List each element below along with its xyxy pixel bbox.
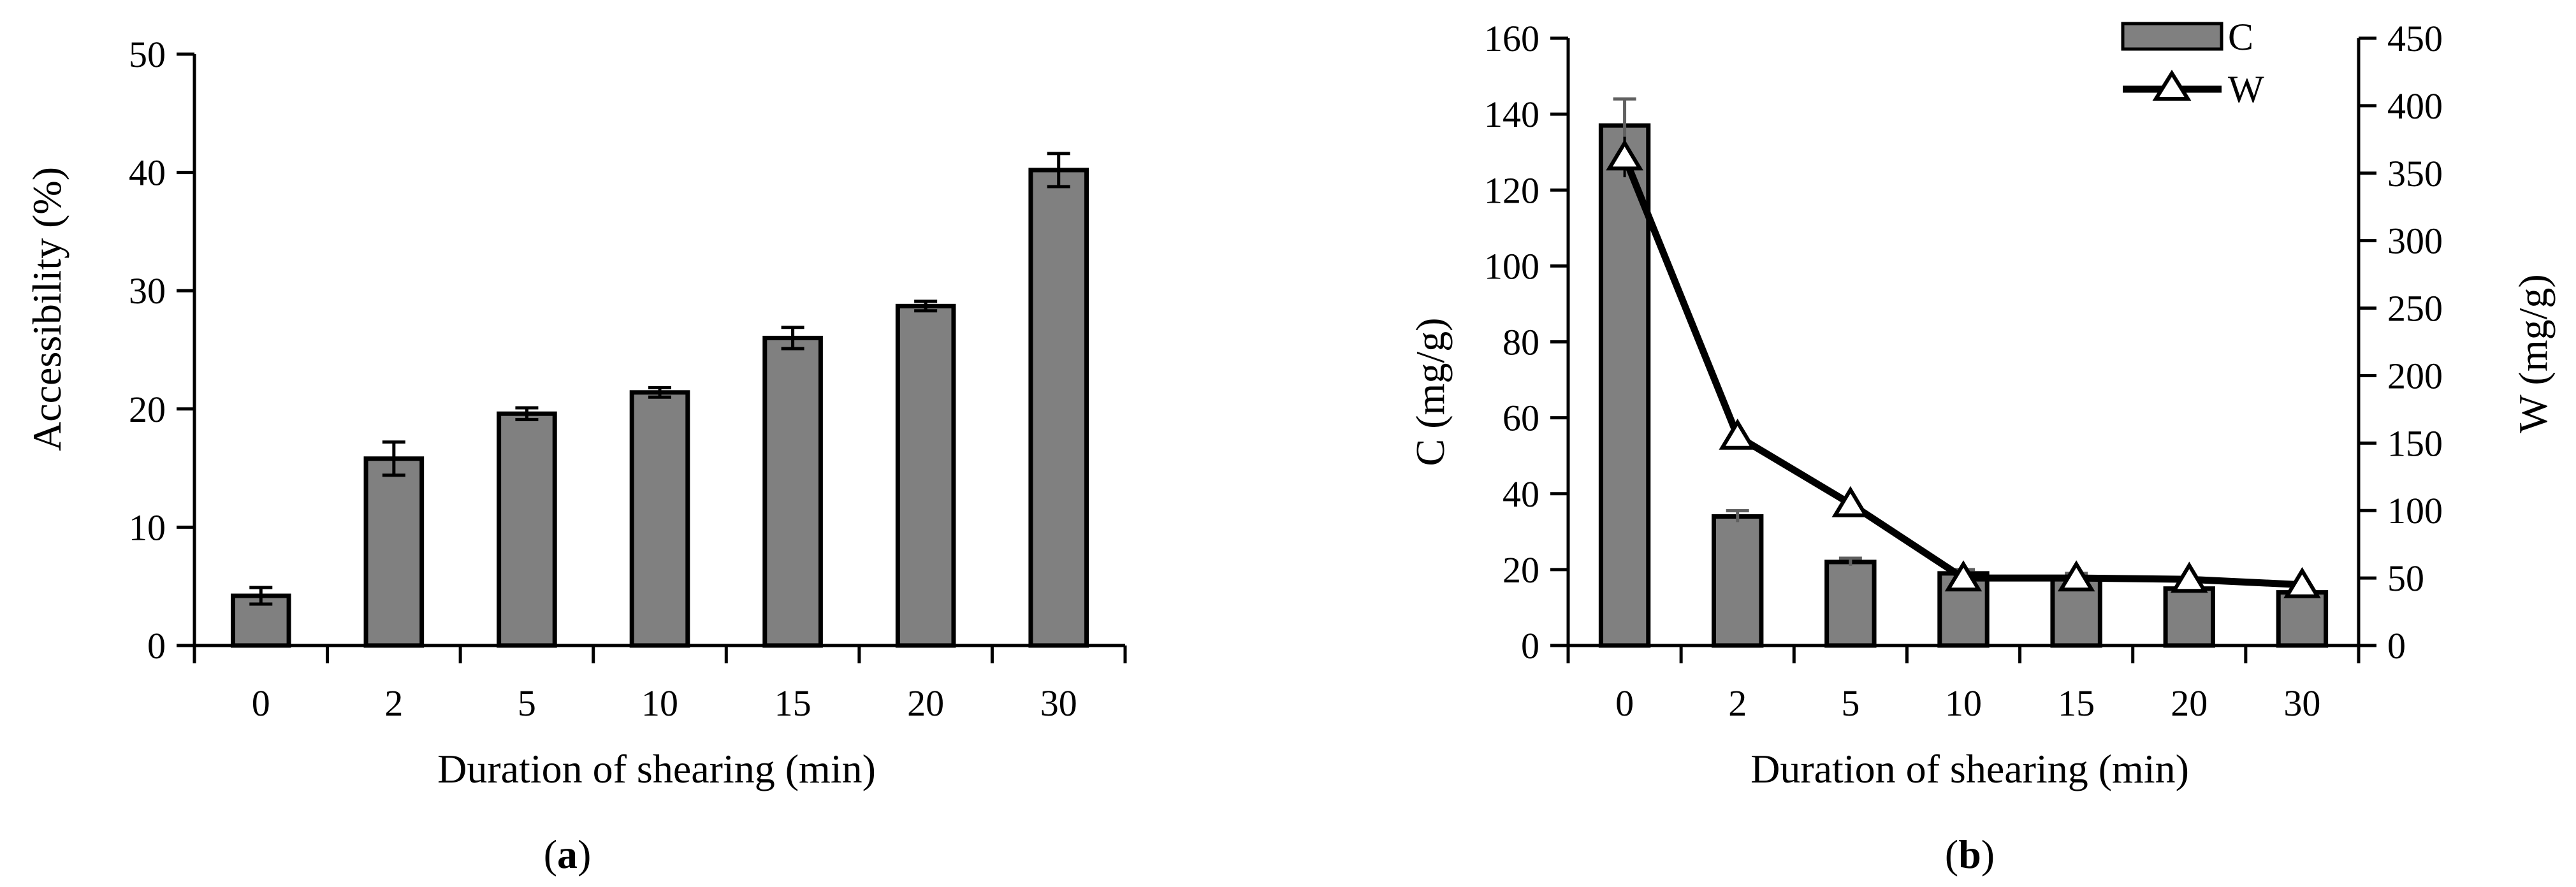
legend-label-w: W — [2228, 68, 2264, 110]
legend-label-c: C — [2228, 16, 2253, 58]
x-tick-label: 20 — [2171, 682, 2208, 724]
x-tick-label: 2 — [1728, 682, 1747, 724]
y-tick-label: 120 — [1484, 169, 1539, 211]
y2-tick-label: 450 — [2387, 18, 2443, 59]
y2-tick-label: 350 — [2387, 153, 2443, 194]
y-tick-label: 10 — [129, 507, 166, 548]
y2-tick-label: 0 — [2387, 625, 2406, 667]
x-tick-label: 10 — [1945, 682, 1982, 724]
chart-panel-b: 0 2 5 10 15 20 30 0 20 40 60 80 100 120 140 160 0 50 100… — [1408, 16, 2556, 877]
chart-a-x-tick-labels: 0 2 5 10 15 20 30 — [252, 682, 1077, 724]
chart-a-y-axis-title: Accessibility (%) — [24, 167, 69, 451]
y-tick-label: 40 — [1503, 473, 1539, 515]
x-tick-label: 5 — [1841, 682, 1859, 724]
y2-tick-label: 300 — [2387, 220, 2443, 262]
bar — [1028, 168, 1089, 648]
panel-a-label: (a) — [544, 832, 592, 877]
y2-tick-label: 100 — [2387, 490, 2443, 531]
y-tick-label: 50 — [129, 34, 166, 75]
chart-panel-a: 0 2 5 10 15 20 30 0 10 20 30 40 50 Accessibility (%… — [24, 34, 1127, 877]
chart-b-y2-axis-title: W (mg/g) — [2510, 274, 2556, 433]
chart-b-bars — [1598, 123, 2329, 648]
chart-b-legend: C W — [2121, 16, 2264, 110]
marker-w — [1944, 560, 1983, 592]
y-tick-label: 80 — [1503, 322, 1539, 363]
bar — [497, 411, 557, 648]
x-tick-label: 15 — [775, 682, 811, 724]
x-tick-label: 15 — [2058, 682, 2095, 724]
marker-w — [1719, 418, 1757, 450]
y-tick-label: 30 — [129, 270, 166, 312]
bar — [363, 456, 425, 648]
marker-w — [2283, 566, 2321, 598]
bar — [629, 390, 690, 648]
y-tick-label: 160 — [1484, 18, 1539, 59]
chart-b-y-tick-labels: 0 20 40 60 80 100 120 140 160 — [1484, 18, 1539, 667]
bar — [895, 303, 956, 648]
bar — [2276, 590, 2329, 648]
x-tick-label: 2 — [384, 682, 403, 724]
bar — [1712, 514, 1764, 648]
x-tick-label: 0 — [1615, 682, 1634, 724]
x-tick-label: 10 — [641, 682, 678, 724]
y2-tick-label: 200 — [2387, 355, 2443, 396]
y-tick-label: 0 — [147, 625, 166, 667]
y-tick-label: 20 — [1503, 549, 1539, 591]
marker-w — [2170, 561, 2208, 593]
marker-w — [1831, 486, 1870, 517]
bar — [2163, 586, 2215, 648]
panel-b-label: (b) — [1945, 832, 1995, 877]
y-tick-label: 0 — [1521, 625, 1539, 667]
y2-tick-label: 50 — [2387, 558, 2424, 599]
y-tick-label: 40 — [129, 152, 166, 194]
chart-a-y-tick-labels: 0 10 20 30 40 50 — [129, 34, 166, 667]
bar — [230, 593, 291, 648]
marker-w — [2057, 560, 2095, 592]
chart-b-y2-tick-labels: 0 50 100 150 200 250 300 350 400 450 — [2387, 18, 2443, 667]
marker-w — [1606, 139, 1643, 171]
y2-tick-label: 250 — [2387, 288, 2443, 329]
bar — [1824, 559, 1877, 648]
chart-b-y-axis-title: C (mg/g) — [1408, 318, 1453, 466]
y2-tick-label: 400 — [2387, 85, 2443, 127]
chart-a-x-axis-title: Duration of shearing (min) — [437, 746, 876, 791]
x-tick-label: 30 — [1040, 682, 1077, 724]
bar — [1598, 123, 1651, 648]
y-tick-label: 20 — [129, 389, 166, 430]
chart-a-error-bars — [249, 152, 1070, 606]
x-tick-label: 0 — [252, 682, 270, 724]
y2-tick-label: 150 — [2387, 422, 2443, 464]
chart-a-axes — [177, 52, 1127, 663]
chart-b-x-tick-labels: 0 2 5 10 15 20 30 — [1615, 682, 2320, 724]
chart-a-bars — [230, 168, 1089, 648]
chart-b-x-axis-title: Duration of shearing (min) — [1750, 746, 2189, 791]
bar — [762, 335, 823, 648]
x-tick-label: 5 — [518, 682, 536, 724]
y-tick-label: 100 — [1484, 245, 1539, 287]
chart-b-line-series — [1606, 136, 2321, 598]
legend-swatch-c — [2121, 22, 2223, 51]
x-tick-label: 30 — [2283, 682, 2320, 724]
legend-marker-w — [2152, 69, 2192, 101]
y-tick-label: 140 — [1484, 94, 1539, 135]
x-tick-label: 20 — [907, 682, 944, 724]
y-tick-label: 60 — [1503, 398, 1539, 439]
